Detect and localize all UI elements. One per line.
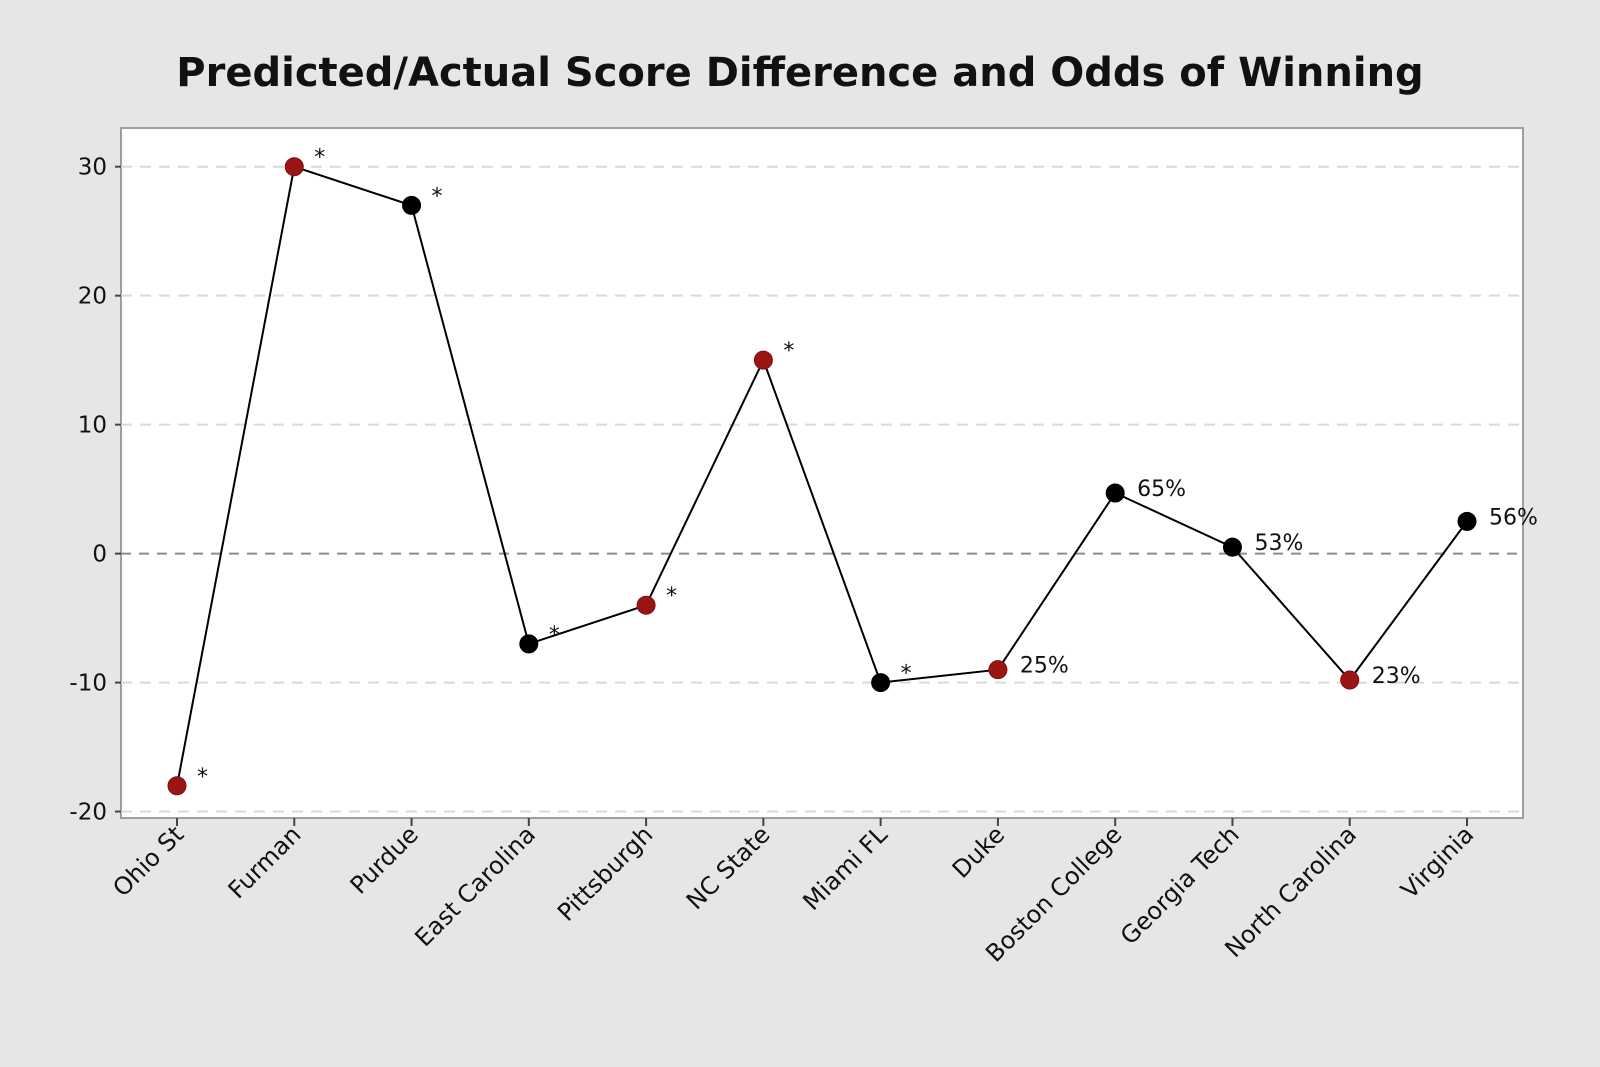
data-point-10 <box>1340 670 1360 690</box>
data-point-6 <box>871 673 891 693</box>
data-point-1 <box>284 157 304 177</box>
annotation-layer: * * * * * * * 25% 65% 53% 23% 56% <box>197 146 1538 790</box>
data-point-3 <box>519 634 539 654</box>
data-label-4: * <box>666 584 677 609</box>
data-point-11 <box>1457 511 1477 531</box>
plot-area <box>120 127 1524 819</box>
data-label-2: * <box>432 184 443 209</box>
data-label-11: 56% <box>1489 505 1538 530</box>
data-label-0: * <box>197 765 208 790</box>
data-label-10: 23% <box>1372 664 1421 689</box>
data-label-1: * <box>314 146 325 171</box>
data-point-7 <box>988 660 1008 680</box>
y-axis-tick-label-3: 0 <box>92 542 107 568</box>
y-axis-tick-label-1: 20 <box>78 284 107 310</box>
data-label-3: * <box>549 623 560 648</box>
data-label-9: 53% <box>1254 531 1303 556</box>
data-point-9 <box>1222 537 1242 557</box>
data-point-2 <box>402 195 422 215</box>
series-line <box>176 165 1468 786</box>
y-axis-tick-label-5: -20 <box>69 800 107 826</box>
data-label-8: 65% <box>1137 477 1186 502</box>
data-point-5 <box>753 350 773 370</box>
y-axis-tick-label-2: 10 <box>78 413 107 439</box>
data-label-7: 25% <box>1020 654 1069 679</box>
series-layer <box>167 157 1477 796</box>
y-axis-tick-label-0: 30 <box>78 155 107 181</box>
data-point-8 <box>1105 483 1125 503</box>
y-axis-tick-label-4: -10 <box>69 671 107 697</box>
data-label-5: * <box>783 339 794 364</box>
data-point-4 <box>636 595 656 615</box>
chart-title: Predicted/Actual Score Difference and Od… <box>176 50 1423 96</box>
grid-layer <box>121 165 1523 813</box>
data-label-6: * <box>901 662 912 687</box>
data-point-0 <box>167 776 187 796</box>
